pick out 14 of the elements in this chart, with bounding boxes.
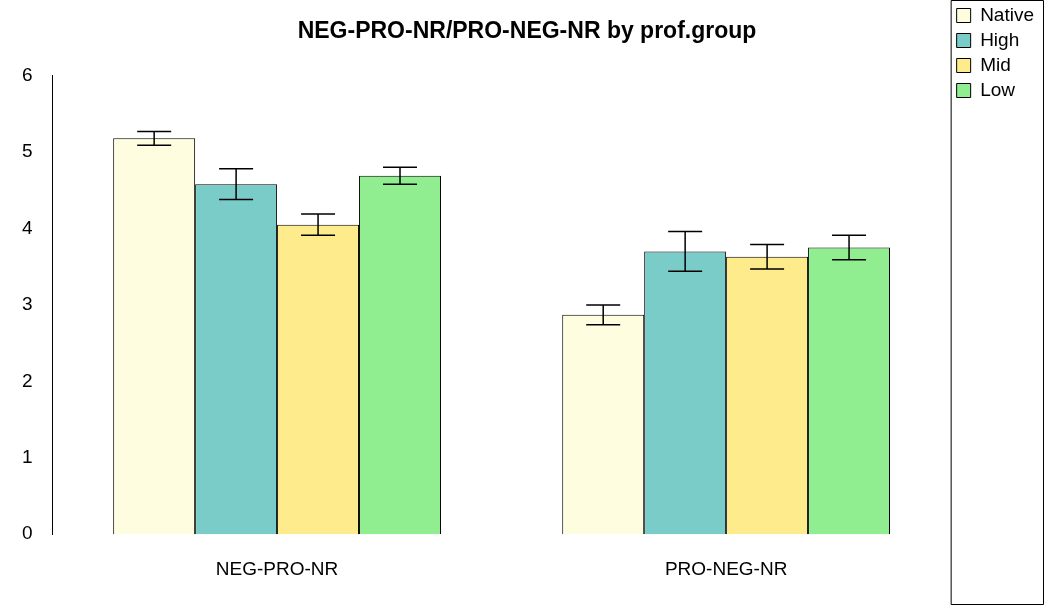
y-tick-label: 4 bbox=[21, 216, 33, 238]
legend-label: Low bbox=[980, 78, 1016, 100]
legend-label: Native bbox=[980, 3, 1034, 25]
legend-label: High bbox=[980, 28, 1020, 50]
y-tick-label: 2 bbox=[21, 369, 33, 391]
y-tick-label: 0 bbox=[21, 522, 33, 544]
y-tick-label: 6 bbox=[21, 63, 33, 85]
x-tick-label: PRO-NEG-NR bbox=[664, 557, 788, 579]
y-tick-label: 5 bbox=[21, 140, 33, 162]
x-tick-label: NEG-PRO-NR bbox=[215, 557, 339, 579]
y-tick-label: 1 bbox=[21, 446, 33, 467]
legend-label: Mid bbox=[980, 53, 1011, 75]
y-tick-label: 3 bbox=[21, 293, 33, 315]
chart-title: NEG-PRO-NR/PRO-NEG-NR by prof.group bbox=[297, 17, 757, 44]
